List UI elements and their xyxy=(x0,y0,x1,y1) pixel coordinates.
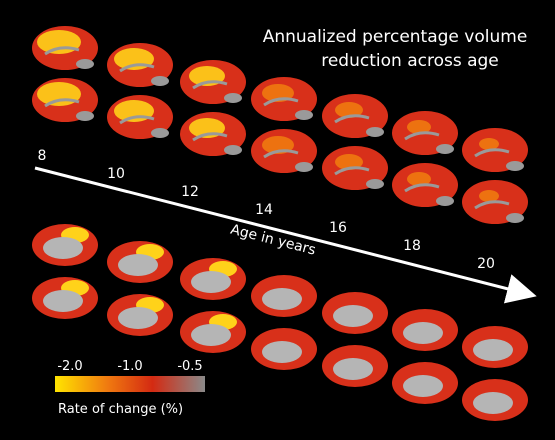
cerebellum xyxy=(76,111,94,121)
brain-medial xyxy=(107,294,173,336)
cortex-hot xyxy=(37,30,81,54)
cerebellum xyxy=(151,76,169,86)
medial-wall xyxy=(333,305,373,327)
medial-wall xyxy=(262,341,302,363)
brain-medial xyxy=(180,258,246,300)
medial-wall xyxy=(403,375,443,397)
title-line: reduction across age xyxy=(321,51,499,71)
cerebellum xyxy=(295,110,313,120)
brain-medial xyxy=(462,326,528,368)
colorbar-tick-label: -1.0 xyxy=(117,359,142,374)
brain-medial xyxy=(392,309,458,351)
cerebellum xyxy=(224,145,242,155)
brain-lateral xyxy=(392,111,458,155)
brain-lateral xyxy=(107,43,173,87)
medial-wall xyxy=(262,288,302,310)
brain-lateral xyxy=(180,60,246,104)
medial-wall xyxy=(43,290,83,312)
age-label: 18 xyxy=(403,238,421,254)
cerebellum xyxy=(506,213,524,223)
colorbar-tick-label: -0.5 xyxy=(177,359,202,374)
cerebellum xyxy=(436,196,454,206)
medial-wall xyxy=(473,339,513,361)
brain-medial xyxy=(180,311,246,353)
medial-wall xyxy=(403,322,443,344)
medial-wall xyxy=(118,307,158,329)
brain-medial xyxy=(322,292,388,334)
brain-lateral xyxy=(180,112,246,156)
brain-medial xyxy=(32,224,98,266)
medial-wall xyxy=(118,254,158,276)
cerebellum xyxy=(224,93,242,103)
age-label: 8 xyxy=(38,148,47,164)
medial-wall xyxy=(191,271,231,293)
brain-lateral xyxy=(322,94,388,138)
cerebellum xyxy=(151,128,169,138)
cortex-hot xyxy=(37,82,81,106)
cerebellum xyxy=(76,59,94,69)
medial-wall xyxy=(333,358,373,380)
brain-lateral xyxy=(392,163,458,207)
brain-lateral xyxy=(462,180,528,224)
cerebellum xyxy=(506,161,524,171)
brain-lateral xyxy=(251,129,317,173)
cerebellum xyxy=(295,162,313,172)
figure: Annualized percentage volume reduction a… xyxy=(0,0,555,440)
age-label: 12 xyxy=(181,184,199,200)
brain-medial xyxy=(251,328,317,370)
cerebellum xyxy=(436,144,454,154)
age-label: 14 xyxy=(255,202,273,218)
brain-medial xyxy=(322,345,388,387)
medial-wall xyxy=(191,324,231,346)
age-label: 10 xyxy=(107,166,125,182)
cerebellum xyxy=(366,179,384,189)
brain-medial xyxy=(392,362,458,404)
colorbar-tick-label: -2.0 xyxy=(57,359,82,374)
brain-lateral xyxy=(107,95,173,139)
age-label: 20 xyxy=(477,256,495,272)
brain-medial xyxy=(32,277,98,319)
brain-medial xyxy=(462,379,528,421)
colorbar-label: Rate of change (%) xyxy=(58,402,183,417)
medial-wall xyxy=(473,392,513,414)
age-label: 16 xyxy=(329,220,347,236)
brain-lateral xyxy=(322,146,388,190)
cerebellum xyxy=(366,127,384,137)
brain-medial xyxy=(251,275,317,317)
brain-lateral xyxy=(32,26,98,70)
brain-lateral xyxy=(462,128,528,172)
brain-lateral xyxy=(251,77,317,121)
cortex-hot xyxy=(479,138,499,150)
colorbar xyxy=(55,376,205,392)
title-line: Annualized percentage volume xyxy=(263,27,528,47)
medial-wall xyxy=(43,237,83,259)
brain-lateral xyxy=(32,78,98,122)
cortex-hot xyxy=(479,190,499,202)
colorbar-ticks: -2.0 -1.0 -0.5 xyxy=(57,359,202,374)
brain-medial xyxy=(107,241,173,283)
